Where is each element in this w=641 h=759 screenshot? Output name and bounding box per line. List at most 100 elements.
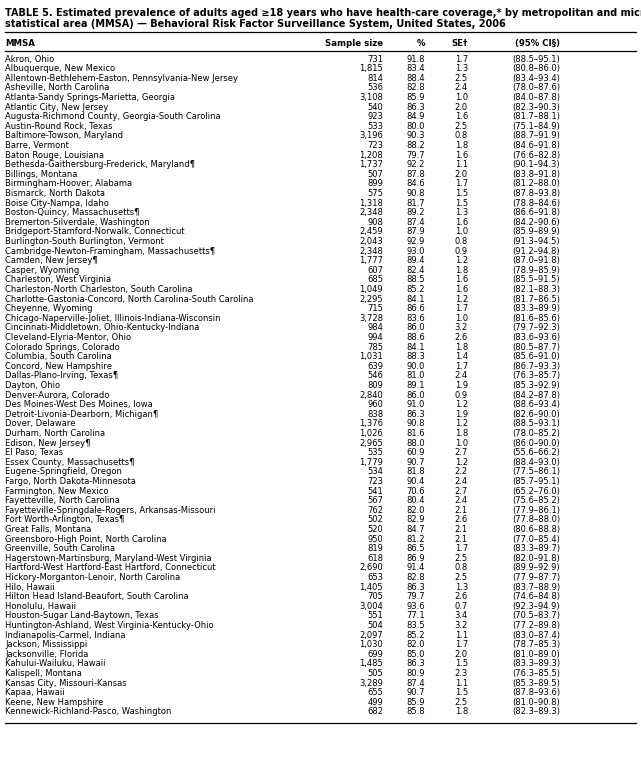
Text: 1.6: 1.6: [454, 150, 468, 159]
Text: 2,690: 2,690: [359, 563, 383, 572]
Text: (80.5–87.7): (80.5–87.7): [512, 342, 560, 351]
Text: 2.1: 2.1: [455, 525, 468, 534]
Text: 90.7: 90.7: [406, 458, 425, 467]
Text: statistical area (MMSA) — Behavioral Risk Factor Surveillance System, United Sta: statistical area (MMSA) — Behavioral Ris…: [5, 19, 506, 29]
Text: 2.5: 2.5: [455, 74, 468, 83]
Text: Essex County, Massachusetts¶: Essex County, Massachusetts¶: [5, 458, 135, 467]
Text: 86.9: 86.9: [406, 554, 425, 563]
Text: (77.8–88.0): (77.8–88.0): [512, 515, 560, 524]
Text: Barre, Vermont: Barre, Vermont: [5, 141, 69, 150]
Text: Edison, New Jersey¶: Edison, New Jersey¶: [5, 439, 90, 448]
Text: Hartford-West Hartford-East Hartford, Connecticut: Hartford-West Hartford-East Hartford, Co…: [5, 563, 215, 572]
Text: 1.3: 1.3: [454, 583, 468, 592]
Text: 1.8: 1.8: [454, 266, 468, 275]
Text: 502: 502: [367, 515, 383, 524]
Text: 88.6: 88.6: [406, 333, 425, 342]
Text: (75.1–84.9): (75.1–84.9): [512, 122, 560, 131]
Text: 1,031: 1,031: [359, 352, 383, 361]
Text: 2.5: 2.5: [455, 573, 468, 582]
Text: Hilton Head Island-Beaufort, South Carolina: Hilton Head Island-Beaufort, South Carol…: [5, 592, 188, 601]
Text: Denver-Aurora, Colorado: Denver-Aurora, Colorado: [5, 391, 110, 400]
Text: 950: 950: [367, 534, 383, 543]
Text: 1.7: 1.7: [454, 362, 468, 371]
Text: (83.8–91.8): (83.8–91.8): [512, 170, 560, 179]
Text: 90.7: 90.7: [406, 688, 425, 698]
Text: 1.0: 1.0: [455, 228, 468, 237]
Text: 1.0: 1.0: [455, 439, 468, 448]
Text: 639: 639: [367, 362, 383, 371]
Text: (81.7–88.1): (81.7–88.1): [512, 112, 560, 121]
Text: 3,728: 3,728: [359, 314, 383, 323]
Text: 82.0: 82.0: [406, 641, 425, 649]
Text: 87.9: 87.9: [406, 228, 425, 237]
Text: Allentown-Bethlehem-Easton, Pennsylvania-New Jersey: Allentown-Bethlehem-Easton, Pennsylvania…: [5, 74, 238, 83]
Text: 504: 504: [367, 621, 383, 630]
Text: 86.3: 86.3: [406, 583, 425, 592]
Text: 1.3: 1.3: [454, 208, 468, 217]
Text: (77.0–85.4): (77.0–85.4): [512, 534, 560, 543]
Text: Hagerstown-Martinsburg, Maryland-West Virginia: Hagerstown-Martinsburg, Maryland-West Vi…: [5, 554, 212, 563]
Text: (88.5–95.1): (88.5–95.1): [512, 55, 560, 64]
Text: (88.5–93.1): (88.5–93.1): [512, 420, 560, 429]
Text: 2.6: 2.6: [454, 515, 468, 524]
Text: 1,030: 1,030: [359, 641, 383, 649]
Text: 908: 908: [367, 218, 383, 227]
Text: Detroit-Livonia-Dearborn, Michigan¶: Detroit-Livonia-Dearborn, Michigan¶: [5, 410, 158, 419]
Text: 70.6: 70.6: [406, 487, 425, 496]
Text: 1,208: 1,208: [359, 150, 383, 159]
Text: 2,097: 2,097: [359, 631, 383, 640]
Text: Kalispell, Montana: Kalispell, Montana: [5, 669, 82, 678]
Text: 3,196: 3,196: [359, 131, 383, 140]
Text: 685: 685: [367, 276, 383, 285]
Text: 84.7: 84.7: [406, 525, 425, 534]
Text: 653: 653: [367, 573, 383, 582]
Text: 1.7: 1.7: [454, 641, 468, 649]
Text: (76.6–82.8): (76.6–82.8): [512, 150, 560, 159]
Text: 2,043: 2,043: [359, 237, 383, 246]
Text: 83.5: 83.5: [406, 621, 425, 630]
Text: 655: 655: [367, 688, 383, 698]
Text: Cambridge-Newton-Framingham, Massachusetts¶: Cambridge-Newton-Framingham, Massachuset…: [5, 247, 215, 256]
Text: 618: 618: [367, 554, 383, 563]
Text: 87.4: 87.4: [406, 218, 425, 227]
Text: 88.2: 88.2: [406, 141, 425, 150]
Text: Birmingham-Hoover, Alabama: Birmingham-Hoover, Alabama: [5, 179, 132, 188]
Text: SE†: SE†: [452, 39, 468, 48]
Text: 91.8: 91.8: [406, 55, 425, 64]
Text: (91.2–94.8): (91.2–94.8): [512, 247, 560, 256]
Text: 1.6: 1.6: [454, 285, 468, 294]
Text: 1.0: 1.0: [455, 93, 468, 102]
Text: Great Falls, Montana: Great Falls, Montana: [5, 525, 92, 534]
Text: 89.2: 89.2: [406, 208, 425, 217]
Text: (78.8–84.6): (78.8–84.6): [512, 199, 560, 208]
Text: 2.0: 2.0: [455, 102, 468, 112]
Text: 540: 540: [367, 102, 383, 112]
Text: 534: 534: [367, 468, 383, 477]
Text: 809: 809: [367, 381, 383, 390]
Text: (81.6–85.6): (81.6–85.6): [512, 314, 560, 323]
Text: 1.2: 1.2: [455, 458, 468, 467]
Text: (80.8–86.0): (80.8–86.0): [512, 65, 560, 74]
Text: 1.7: 1.7: [454, 179, 468, 188]
Text: (82.1–88.3): (82.1–88.3): [512, 285, 560, 294]
Text: 1,737: 1,737: [359, 160, 383, 169]
Text: 1.7: 1.7: [454, 544, 468, 553]
Text: 86.3: 86.3: [406, 410, 425, 419]
Text: 89.1: 89.1: [406, 381, 425, 390]
Text: 84.1: 84.1: [406, 294, 425, 304]
Text: (83.4–93.4): (83.4–93.4): [512, 74, 560, 83]
Text: Dallas-Plano-Irving, Texas¶: Dallas-Plano-Irving, Texas¶: [5, 371, 118, 380]
Text: 83.4: 83.4: [406, 65, 425, 74]
Text: 499: 499: [367, 698, 383, 707]
Text: 81.2: 81.2: [406, 534, 425, 543]
Text: 1,777: 1,777: [359, 257, 383, 265]
Text: 520: 520: [367, 525, 383, 534]
Text: 723: 723: [367, 477, 383, 486]
Text: 507: 507: [367, 170, 383, 179]
Text: Casper, Wyoming: Casper, Wyoming: [5, 266, 79, 275]
Text: 1,485: 1,485: [359, 660, 383, 669]
Text: (83.7–88.9): (83.7–88.9): [512, 583, 560, 592]
Text: (92.3–94.9): (92.3–94.9): [512, 602, 560, 611]
Text: Colorado Springs, Colorado: Colorado Springs, Colorado: [5, 342, 120, 351]
Text: 1.6: 1.6: [454, 276, 468, 285]
